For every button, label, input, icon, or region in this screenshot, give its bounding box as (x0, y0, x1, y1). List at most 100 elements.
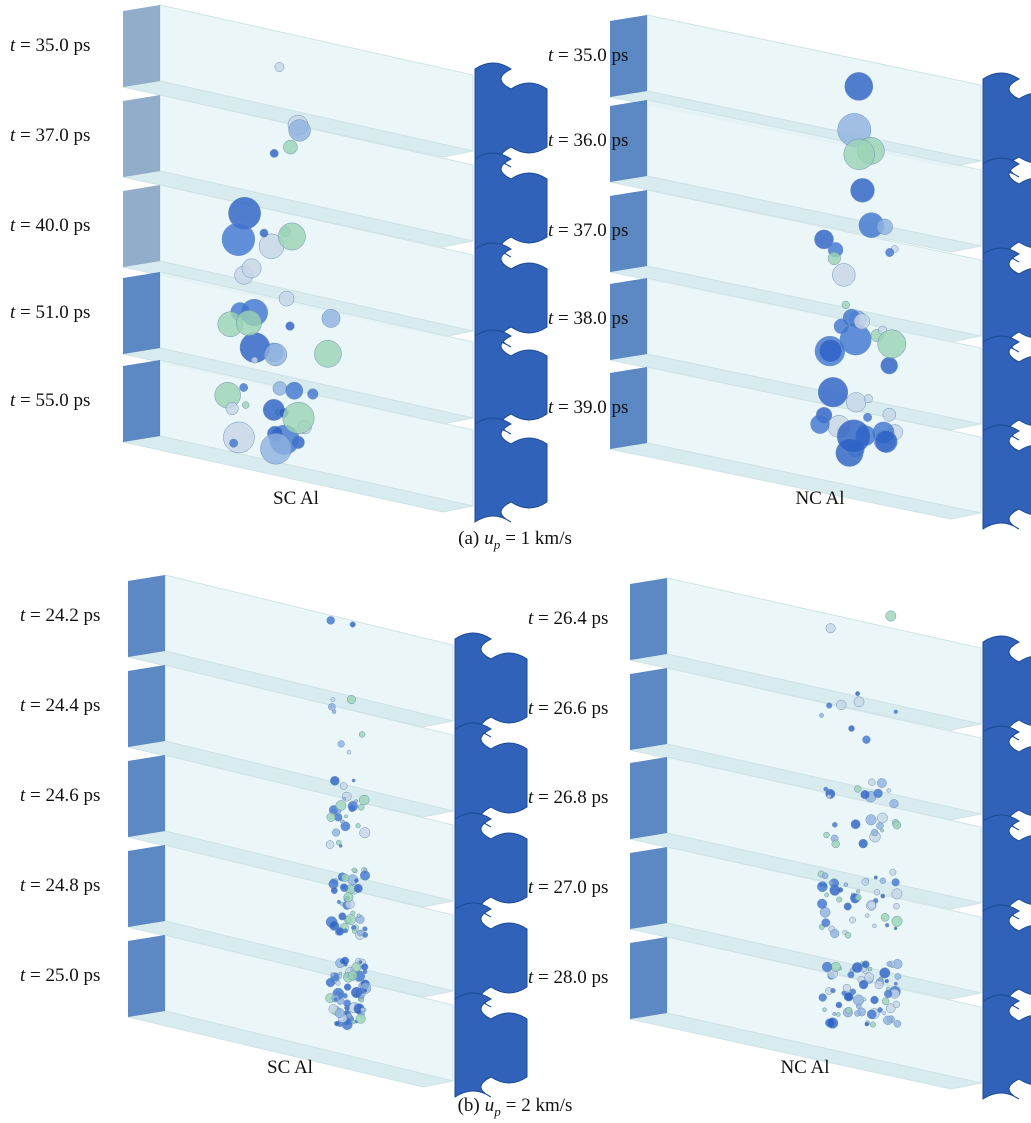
caption-variable: u (485, 1095, 495, 1116)
void-bubble (826, 624, 835, 633)
void-bubble (877, 778, 886, 787)
void-bubble (270, 149, 278, 157)
renderings (0, 0, 1031, 1123)
void-bubble (327, 616, 335, 624)
void-bubble (352, 963, 361, 972)
void-bubble (865, 973, 874, 982)
time-label: t = 26.4 ps (528, 608, 608, 630)
time-label: t = 40.0 ps (10, 215, 90, 237)
void-bubble (264, 343, 286, 365)
void-bubble (870, 1022, 875, 1027)
void-bubble (880, 878, 886, 884)
void-bubble (831, 988, 836, 993)
box-end-face (123, 95, 160, 177)
box-end-face (128, 665, 165, 747)
wave-surface (983, 425, 1031, 529)
void-bubble (863, 413, 871, 421)
wave-surface (983, 158, 1031, 262)
void-bubble (895, 973, 901, 979)
time-label: t = 24.2 ps (20, 605, 100, 627)
caption-label: (b) (458, 1095, 480, 1116)
void-bubble (827, 795, 831, 799)
wave-surface (983, 815, 1031, 919)
time-label: t = 36.0 ps (548, 130, 628, 152)
wave-surface (455, 723, 527, 827)
void-bubble (854, 314, 870, 330)
void-bubble (344, 893, 353, 902)
void-bubble (855, 895, 861, 901)
void-bubble (336, 927, 344, 935)
void-bubble (842, 301, 850, 309)
void-bubble (878, 330, 906, 358)
void-bubble (836, 1002, 842, 1008)
void-bubble (823, 1008, 827, 1012)
void-bubble (817, 882, 827, 892)
void-bubble (856, 1004, 861, 1009)
void-bubble (351, 1020, 355, 1024)
void-bubble (836, 700, 846, 710)
void-bubble (883, 408, 896, 421)
wave-surface (983, 995, 1031, 1099)
void-bubble (348, 801, 358, 811)
void-bubble (877, 219, 893, 235)
void-bubble (865, 1022, 869, 1026)
void-bubble (242, 402, 249, 409)
void-bubble (336, 981, 341, 986)
void-bubble (859, 839, 868, 848)
wave-surface (475, 330, 547, 434)
wave-surface (983, 336, 1031, 440)
void-bubble (286, 322, 295, 331)
void-bubble (340, 884, 348, 892)
void-bubble (347, 1013, 352, 1018)
void-bubble (855, 1011, 861, 1017)
void-bubble (817, 899, 827, 909)
void-bubble (885, 979, 889, 983)
void-bubble (851, 820, 860, 829)
void-bubble (865, 914, 869, 918)
void-bubble (862, 961, 869, 968)
time-label: t = 26.6 ps (528, 698, 608, 720)
void-bubble (335, 1009, 344, 1018)
void-bubble (354, 879, 358, 883)
void-bubble (875, 981, 883, 989)
void-bubble (879, 977, 883, 981)
void-bubble (883, 1016, 892, 1025)
void-bubble (869, 779, 876, 786)
time-label: t = 35.0 ps (10, 35, 90, 57)
time-label: t = 26.8 ps (528, 787, 608, 809)
void-bubble (314, 340, 341, 367)
void-bubble (892, 879, 900, 887)
void-bubble (286, 382, 303, 399)
void-bubble (881, 894, 885, 898)
void-bubble (844, 883, 848, 887)
void-bubble (832, 822, 837, 827)
column-title: SC Al (267, 1057, 313, 1079)
void-bubble (322, 309, 340, 327)
void-bubble (334, 1021, 339, 1026)
void-bubble (849, 726, 855, 732)
void-bubble (358, 804, 364, 810)
time-label: t = 39.0 ps (548, 397, 628, 419)
void-bubble (851, 178, 875, 202)
void-bubble (886, 248, 894, 256)
void-bubble (854, 786, 861, 793)
void-bubble (866, 815, 876, 825)
void-bubble (226, 402, 238, 414)
void-bubble (347, 750, 351, 754)
void-bubble (222, 223, 255, 256)
void-bubble (881, 829, 884, 832)
void-bubble (339, 972, 342, 975)
wave-surface (475, 153, 547, 257)
void-bubble (832, 264, 855, 287)
void-bubble (360, 871, 370, 881)
void-bubble (881, 913, 889, 921)
void-bubble (343, 797, 346, 800)
void-bubble (229, 439, 237, 447)
void-bubble (829, 881, 833, 885)
void-bubble (854, 697, 864, 707)
void-bubble (822, 919, 830, 927)
void-bubble (867, 1010, 876, 1019)
box-end-face (630, 937, 667, 1019)
panel-caption: (b)up= 2 km/s (458, 1095, 573, 1120)
void-bubble (819, 994, 827, 1002)
